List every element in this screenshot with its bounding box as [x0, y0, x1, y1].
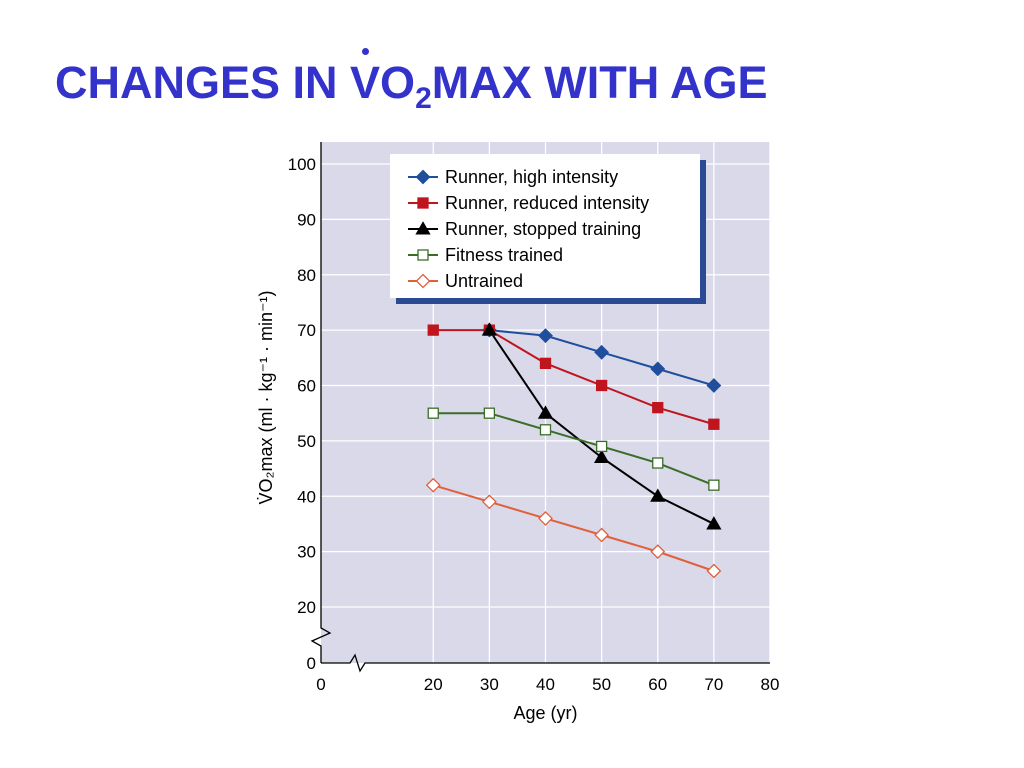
- series-line-2: [433, 329, 715, 426]
- data-point-series-2: [427, 324, 439, 336]
- data-point-series-1: [594, 344, 610, 360]
- x-tick-label: 70: [704, 675, 723, 694]
- data-point-series-4: [539, 424, 552, 436]
- data-point-series-3: [537, 405, 554, 419]
- y-tick-label: 50: [297, 432, 316, 451]
- title-o: O: [380, 57, 416, 108]
- legend-label-5: Untrained: [445, 271, 523, 291]
- y-tick-label: 60: [297, 377, 316, 396]
- title-subscript-2: 2: [415, 82, 432, 115]
- legend-box: [390, 154, 700, 298]
- data-point-series-3: [594, 449, 610, 464]
- x-tick-label: 60: [648, 675, 667, 694]
- legend-label-1: Runner, high intensity: [445, 167, 618, 187]
- x-tick-label: 80: [761, 675, 780, 694]
- legend-marker-4: [417, 249, 429, 261]
- y-tick-label: 90: [297, 210, 316, 229]
- series-line-5: [432, 484, 715, 572]
- slide-title: CHANGES IN VO2MAX WITH AGE: [55, 48, 768, 114]
- x-axis-line: [321, 653, 770, 673]
- data-point-series-5: [538, 510, 553, 526]
- data-point-series-2: [595, 379, 608, 392]
- data-point-series-2: [539, 357, 552, 370]
- data-point-series-1: [650, 361, 666, 377]
- y-tick-label: 40: [297, 487, 316, 506]
- y-tick-label: 70: [297, 321, 316, 340]
- data-point-series-3: [706, 516, 722, 530]
- data-point-series-4: [708, 479, 720, 491]
- series-line-4: [433, 412, 715, 487]
- data-point-series-5: [650, 544, 666, 560]
- data-point-series-5: [706, 563, 722, 579]
- x-tick-label: 50: [592, 675, 611, 694]
- data-point-series-3: [481, 322, 497, 336]
- legend-marker-1: [415, 169, 431, 185]
- legend-label-3: Runner, stopped training: [445, 219, 641, 239]
- x-tick-label: 30: [480, 675, 499, 694]
- y-axis-title: V̇O₂max (ml · kg⁻¹ · min⁻¹): [256, 291, 276, 505]
- title-prefix: CHANGES IN: [55, 57, 351, 108]
- data-point-series-1: [706, 378, 722, 393]
- data-point-series-4: [595, 440, 608, 453]
- data-point-series-4: [652, 457, 664, 469]
- data-point-series-5: [481, 494, 497, 510]
- y-tick-label: 80: [297, 266, 316, 285]
- legend-marker-2: [417, 197, 429, 209]
- legend-marker-3: [415, 221, 431, 235]
- y-tick-label: 100: [288, 155, 316, 174]
- y-tick-label: 30: [297, 543, 316, 562]
- data-point-series-5: [425, 477, 441, 493]
- y-axis-line: [310, 142, 332, 663]
- data-point-series-2: [652, 401, 664, 414]
- title-v-dot: V: [350, 48, 381, 108]
- y-tick-label: 0: [307, 654, 316, 673]
- data-point-series-2: [708, 418, 720, 430]
- data-point-series-4: [427, 407, 439, 419]
- legend-label-4: Fitness trained: [445, 245, 563, 265]
- data-point-series-5: [594, 527, 610, 543]
- x-tick-label: 0: [316, 675, 325, 694]
- x-axis-title: Age (yr): [513, 703, 577, 723]
- data-point-series-3: [650, 488, 666, 502]
- x-tick-label: 40: [536, 675, 555, 694]
- x-tick-label: 20: [424, 675, 443, 694]
- title-suffix: MAX WITH AGE: [431, 57, 768, 108]
- data-point-series-1: [538, 328, 553, 344]
- y-tick-label: 20: [297, 598, 316, 617]
- data-point-series-4: [483, 407, 496, 419]
- legend-label-2: Runner, reduced intensity: [445, 193, 649, 213]
- legend-marker-5: [415, 273, 431, 289]
